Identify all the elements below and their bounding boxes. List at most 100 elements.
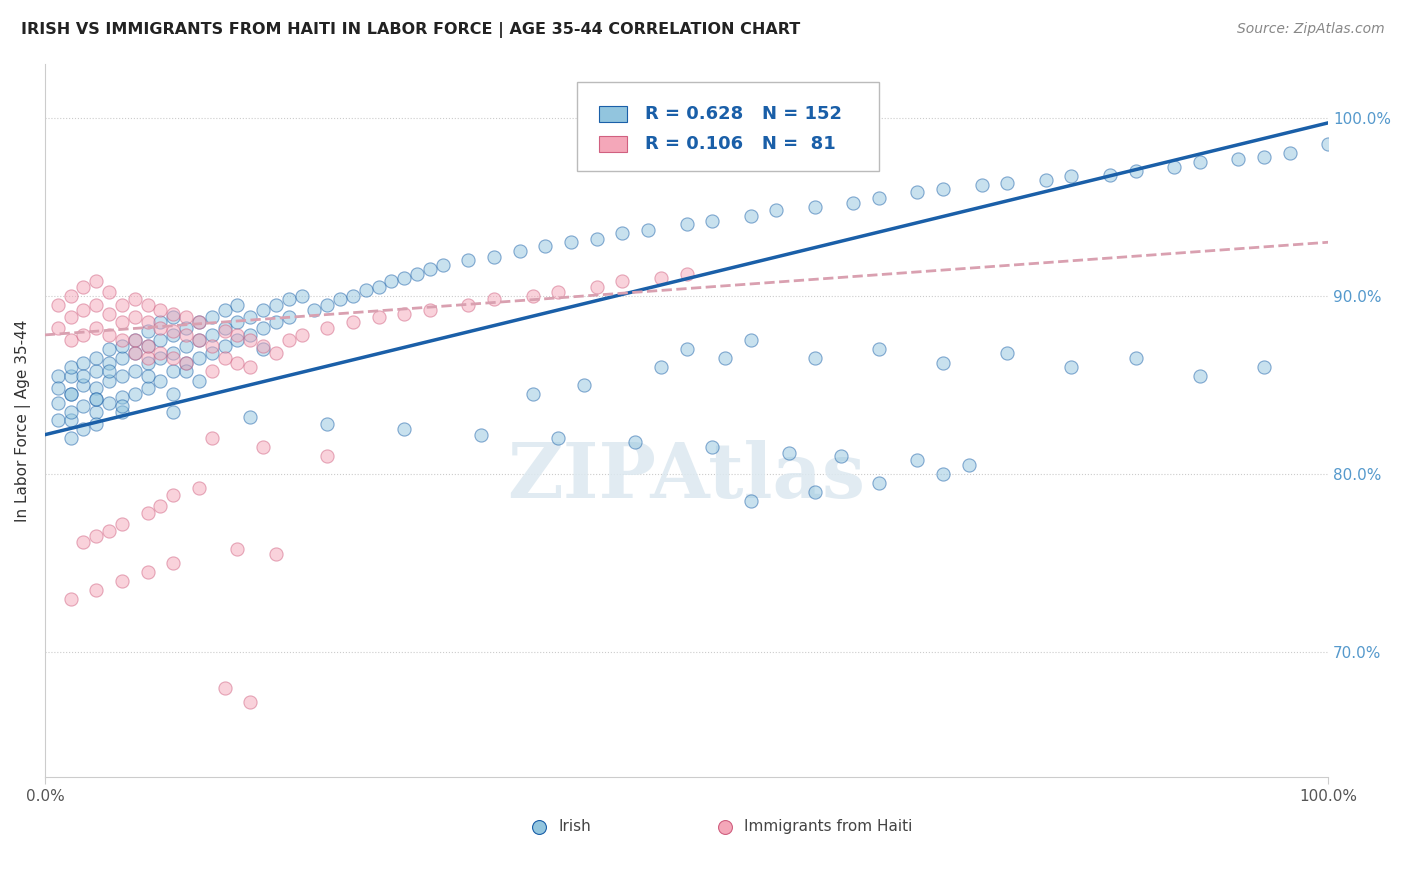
Point bbox=[1253, 150, 1275, 164]
Point bbox=[124, 310, 146, 324]
Text: R = 0.628   N = 152: R = 0.628 N = 152 bbox=[645, 105, 842, 123]
Point bbox=[868, 475, 890, 490]
Point bbox=[432, 259, 454, 273]
Point bbox=[162, 327, 184, 342]
Point bbox=[136, 506, 159, 520]
Point bbox=[149, 333, 172, 347]
Point bbox=[214, 338, 236, 352]
Point bbox=[124, 386, 146, 401]
Point bbox=[59, 413, 82, 427]
Point bbox=[149, 302, 172, 317]
Point bbox=[136, 315, 159, 329]
Text: ZIPAtlas: ZIPAtlas bbox=[508, 441, 866, 515]
Point bbox=[174, 320, 197, 334]
Point bbox=[174, 356, 197, 370]
Point bbox=[111, 368, 134, 383]
Point bbox=[1060, 169, 1083, 184]
Point bbox=[174, 310, 197, 324]
Point bbox=[252, 440, 274, 454]
Point bbox=[84, 582, 107, 597]
Point bbox=[149, 320, 172, 334]
Point bbox=[72, 534, 94, 549]
Point bbox=[111, 390, 134, 404]
Point bbox=[84, 417, 107, 431]
Point bbox=[290, 289, 312, 303]
Point bbox=[124, 363, 146, 377]
Point bbox=[149, 499, 172, 513]
Point bbox=[84, 320, 107, 334]
Point bbox=[111, 297, 134, 311]
Point bbox=[239, 409, 262, 424]
FancyBboxPatch shape bbox=[599, 136, 627, 152]
Point bbox=[162, 310, 184, 324]
Point bbox=[162, 386, 184, 401]
Point bbox=[174, 338, 197, 352]
Point bbox=[72, 368, 94, 383]
Point bbox=[354, 284, 377, 298]
Point bbox=[740, 333, 762, 347]
Point bbox=[932, 356, 955, 370]
Point bbox=[84, 297, 107, 311]
Point bbox=[136, 297, 159, 311]
Point bbox=[277, 333, 299, 347]
Point bbox=[111, 315, 134, 329]
Point bbox=[136, 338, 159, 352]
Point bbox=[124, 293, 146, 307]
Point bbox=[392, 306, 415, 320]
Point bbox=[98, 327, 121, 342]
Point bbox=[419, 262, 441, 277]
Point bbox=[830, 449, 852, 463]
Point bbox=[522, 289, 544, 303]
Point bbox=[136, 565, 159, 579]
Point bbox=[226, 297, 249, 311]
Point bbox=[162, 488, 184, 502]
Point bbox=[702, 214, 724, 228]
Point bbox=[316, 297, 339, 311]
Point bbox=[149, 345, 172, 359]
Point bbox=[1125, 164, 1147, 178]
Point bbox=[111, 338, 134, 352]
Point bbox=[84, 529, 107, 543]
Point bbox=[72, 377, 94, 392]
Point bbox=[392, 422, 415, 436]
Point bbox=[702, 440, 724, 454]
Point bbox=[457, 297, 479, 311]
Point bbox=[367, 310, 389, 324]
Point bbox=[316, 417, 339, 431]
Point bbox=[46, 297, 69, 311]
Point bbox=[187, 333, 209, 347]
Point bbox=[868, 191, 890, 205]
Point bbox=[650, 271, 672, 285]
Point bbox=[201, 345, 224, 359]
Point bbox=[522, 386, 544, 401]
Point bbox=[316, 320, 339, 334]
Point bbox=[98, 306, 121, 320]
Point bbox=[252, 302, 274, 317]
Point bbox=[136, 368, 159, 383]
Point bbox=[419, 302, 441, 317]
Point bbox=[304, 302, 326, 317]
Point bbox=[995, 345, 1018, 359]
Point bbox=[778, 445, 800, 459]
Point bbox=[239, 695, 262, 709]
Point bbox=[264, 297, 287, 311]
Text: IRISH VS IMMIGRANTS FROM HAITI IN LABOR FORCE | AGE 35-44 CORRELATION CHART: IRISH VS IMMIGRANTS FROM HAITI IN LABOR … bbox=[21, 22, 800, 38]
Point bbox=[187, 315, 209, 329]
Text: Irish: Irish bbox=[558, 819, 591, 834]
FancyBboxPatch shape bbox=[599, 106, 627, 122]
Point bbox=[84, 404, 107, 418]
Point bbox=[98, 374, 121, 388]
Point bbox=[84, 275, 107, 289]
Point bbox=[201, 363, 224, 377]
Point bbox=[1098, 168, 1121, 182]
Point bbox=[277, 293, 299, 307]
Point bbox=[1278, 146, 1301, 161]
Point bbox=[201, 310, 224, 324]
Point bbox=[162, 404, 184, 418]
Point bbox=[59, 386, 82, 401]
Point bbox=[214, 324, 236, 338]
Point bbox=[84, 363, 107, 377]
Point bbox=[59, 310, 82, 324]
Point bbox=[59, 289, 82, 303]
Point bbox=[59, 386, 82, 401]
